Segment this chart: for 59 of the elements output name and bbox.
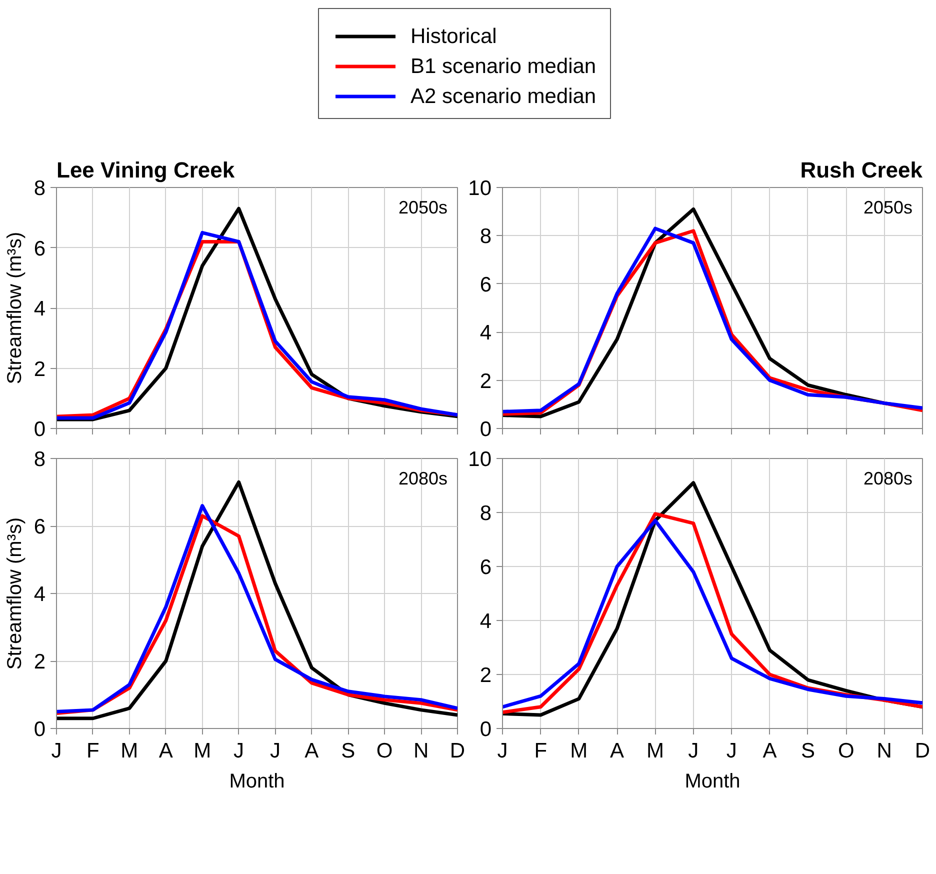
- x-tick-label: A: [762, 740, 777, 762]
- annotation: 2050s: [863, 198, 913, 218]
- x-tick-label: M: [194, 740, 212, 762]
- y-tick-label: 8: [34, 177, 46, 200]
- chart-title: Lee Vining Creek: [56, 158, 236, 182]
- x-tick-label: S: [341, 740, 356, 762]
- y-tick-label: 10: [468, 177, 492, 200]
- legend-label: Historical: [410, 25, 497, 48]
- y-tick-label: 6: [34, 516, 46, 538]
- x-tick-label: D: [914, 740, 930, 762]
- x-tick-label: F: [86, 740, 100, 762]
- x-tick-label: A: [158, 740, 173, 762]
- x-tick-label: N: [413, 740, 429, 762]
- x-tick-label: J: [497, 740, 508, 762]
- x-tick-label: M: [646, 740, 664, 762]
- x-tick-label: J: [51, 740, 62, 762]
- x-axis-title: Month: [684, 770, 740, 792]
- y-tick-label: 10: [468, 448, 492, 471]
- y-tick-label: 2: [34, 650, 46, 674]
- y-tick-label: 6: [34, 237, 46, 260]
- y-tick-label: 6: [480, 273, 492, 296]
- x-tick-label: J: [726, 740, 737, 762]
- y-tick-label: 2: [480, 370, 492, 393]
- legend-label: A2 scenario median: [410, 85, 596, 108]
- y-tick-label: 2: [34, 358, 46, 381]
- x-tick-label: J: [270, 740, 280, 762]
- y-tick-label: 0: [34, 418, 46, 441]
- y-tick-label: 6: [480, 556, 492, 579]
- y-axis-title: Streamflow (m³s): [4, 232, 26, 384]
- x-tick-label: D: [450, 740, 466, 762]
- y-tick-label: 2: [480, 664, 492, 687]
- x-tick-label: O: [376, 740, 393, 762]
- x-tick-label: J: [234, 740, 244, 762]
- x-axis-title: Month: [229, 770, 285, 792]
- x-tick-label: J: [688, 740, 699, 762]
- chart-title: Rush Creek: [800, 158, 924, 182]
- y-tick-label: 0: [480, 418, 492, 441]
- x-tick-label: M: [570, 740, 588, 762]
- y-tick-label: 4: [480, 610, 492, 633]
- annotation: 2050s: [398, 198, 448, 218]
- x-tick-label: A: [304, 740, 319, 762]
- x-tick-label: O: [838, 740, 854, 762]
- x-tick-label: F: [534, 740, 548, 762]
- y-tick-label: 8: [480, 502, 492, 525]
- y-tick-label: 4: [34, 583, 46, 606]
- legend-label: B1 scenario median: [410, 55, 596, 78]
- y-axis-title: Streamflow (m³s): [4, 517, 26, 670]
- x-tick-label: S: [800, 740, 815, 762]
- y-tick-label: 4: [480, 322, 492, 345]
- x-tick-label: N: [876, 740, 892, 762]
- x-tick-label: A: [610, 740, 624, 762]
- annotation: 2080s: [398, 468, 448, 488]
- y-tick-label: 8: [34, 448, 46, 471]
- annotation: 2080s: [863, 468, 913, 488]
- y-tick-label: 4: [34, 298, 46, 320]
- x-tick-label: M: [120, 740, 138, 762]
- y-tick-label: 8: [480, 225, 492, 248]
- y-tick-label: 0: [34, 718, 46, 741]
- y-tick-label: 0: [480, 718, 492, 741]
